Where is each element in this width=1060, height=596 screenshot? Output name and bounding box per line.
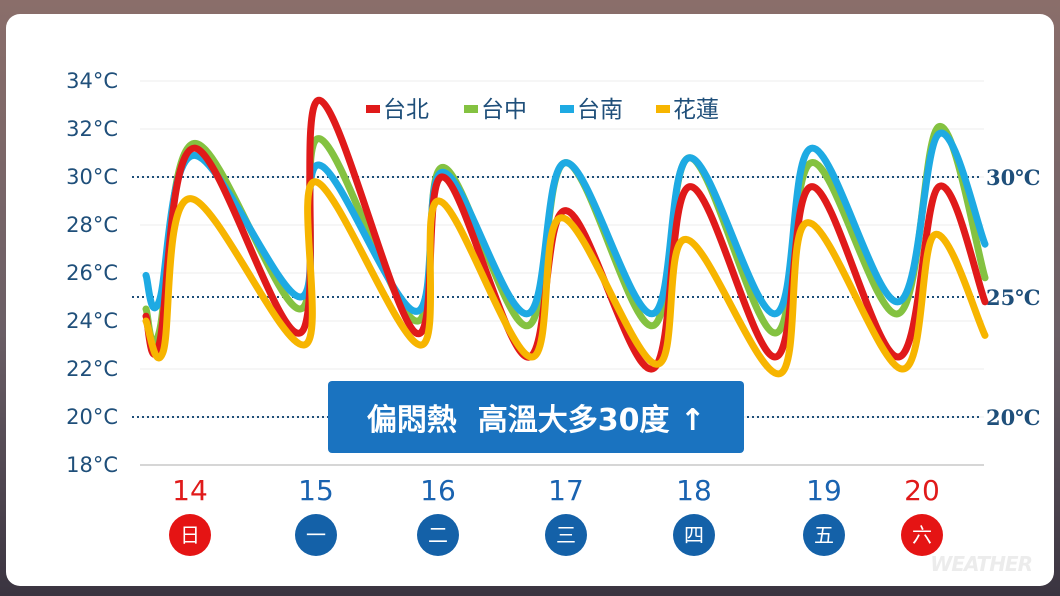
weekday-badge xyxy=(417,514,459,556)
weekday-badge xyxy=(673,514,715,556)
date-label: 20 xyxy=(904,474,940,507)
reference-line-label: 30℃ xyxy=(986,165,1040,190)
y-tick-label: 20°C xyxy=(66,405,118,429)
weekday-badge xyxy=(295,514,337,556)
weekday-badge xyxy=(803,514,845,556)
weekday-badge xyxy=(545,514,587,556)
reference-line-label: 25℃ xyxy=(986,285,1040,310)
legend-swatch xyxy=(366,105,380,113)
series-line-4 xyxy=(142,178,989,378)
chart-card: 34°C 32°C 30°C 28°C 26°C 24°C 22°C 20°C 18°C 30℃… xyxy=(6,14,1054,586)
legend-swatch xyxy=(656,105,670,113)
reference-line-label: 20℃ xyxy=(986,405,1040,430)
date-label: 16 xyxy=(420,474,456,507)
weekday-label: 二 xyxy=(428,523,448,547)
y-tick-label: 18°C xyxy=(66,453,118,477)
legend-label: 花蓮 xyxy=(673,97,719,123)
date-label: 19 xyxy=(806,474,842,507)
weekday-badge xyxy=(169,514,211,556)
y-tick-label: 22°C xyxy=(66,357,118,381)
weekday-badge xyxy=(901,514,943,556)
y-tick-label: 34°C xyxy=(66,69,118,93)
weekday-label: 六 xyxy=(912,523,932,547)
weather-watermark: WEATHER xyxy=(930,552,1033,576)
legend-label: 台中 xyxy=(481,97,527,123)
legend-label: 台南 xyxy=(577,97,623,123)
y-tick-label: 32°C xyxy=(66,117,118,141)
headline-banner: 偏悶熱 高溫大多30度 ↑ xyxy=(328,381,744,453)
weekday-label: 三 xyxy=(556,523,576,547)
weekday-label: 五 xyxy=(814,523,834,547)
legend-swatch xyxy=(464,105,478,113)
date-label: 17 xyxy=(548,474,584,507)
weekday-label: 四 xyxy=(684,523,704,547)
weekday-label: 一 xyxy=(306,523,326,547)
y-tick-label: 28°C xyxy=(66,213,118,237)
y-tick-label: 24°C xyxy=(66,309,118,333)
y-tick-label: 30°C xyxy=(66,165,118,189)
temperature-chart: 34°C 32°C 30°C 28°C 26°C 24°C 22°C 20°C 18°C 30℃… xyxy=(66,69,1040,556)
legend-swatch xyxy=(560,105,574,113)
date-label: 15 xyxy=(298,474,334,507)
date-label: 18 xyxy=(676,474,712,507)
y-tick-label: 26°C xyxy=(66,261,118,285)
date-label: 14 xyxy=(172,474,208,507)
series-line-3 xyxy=(142,129,989,318)
weekday-label: 日 xyxy=(180,523,200,547)
legend-label: 台北 xyxy=(383,97,429,123)
